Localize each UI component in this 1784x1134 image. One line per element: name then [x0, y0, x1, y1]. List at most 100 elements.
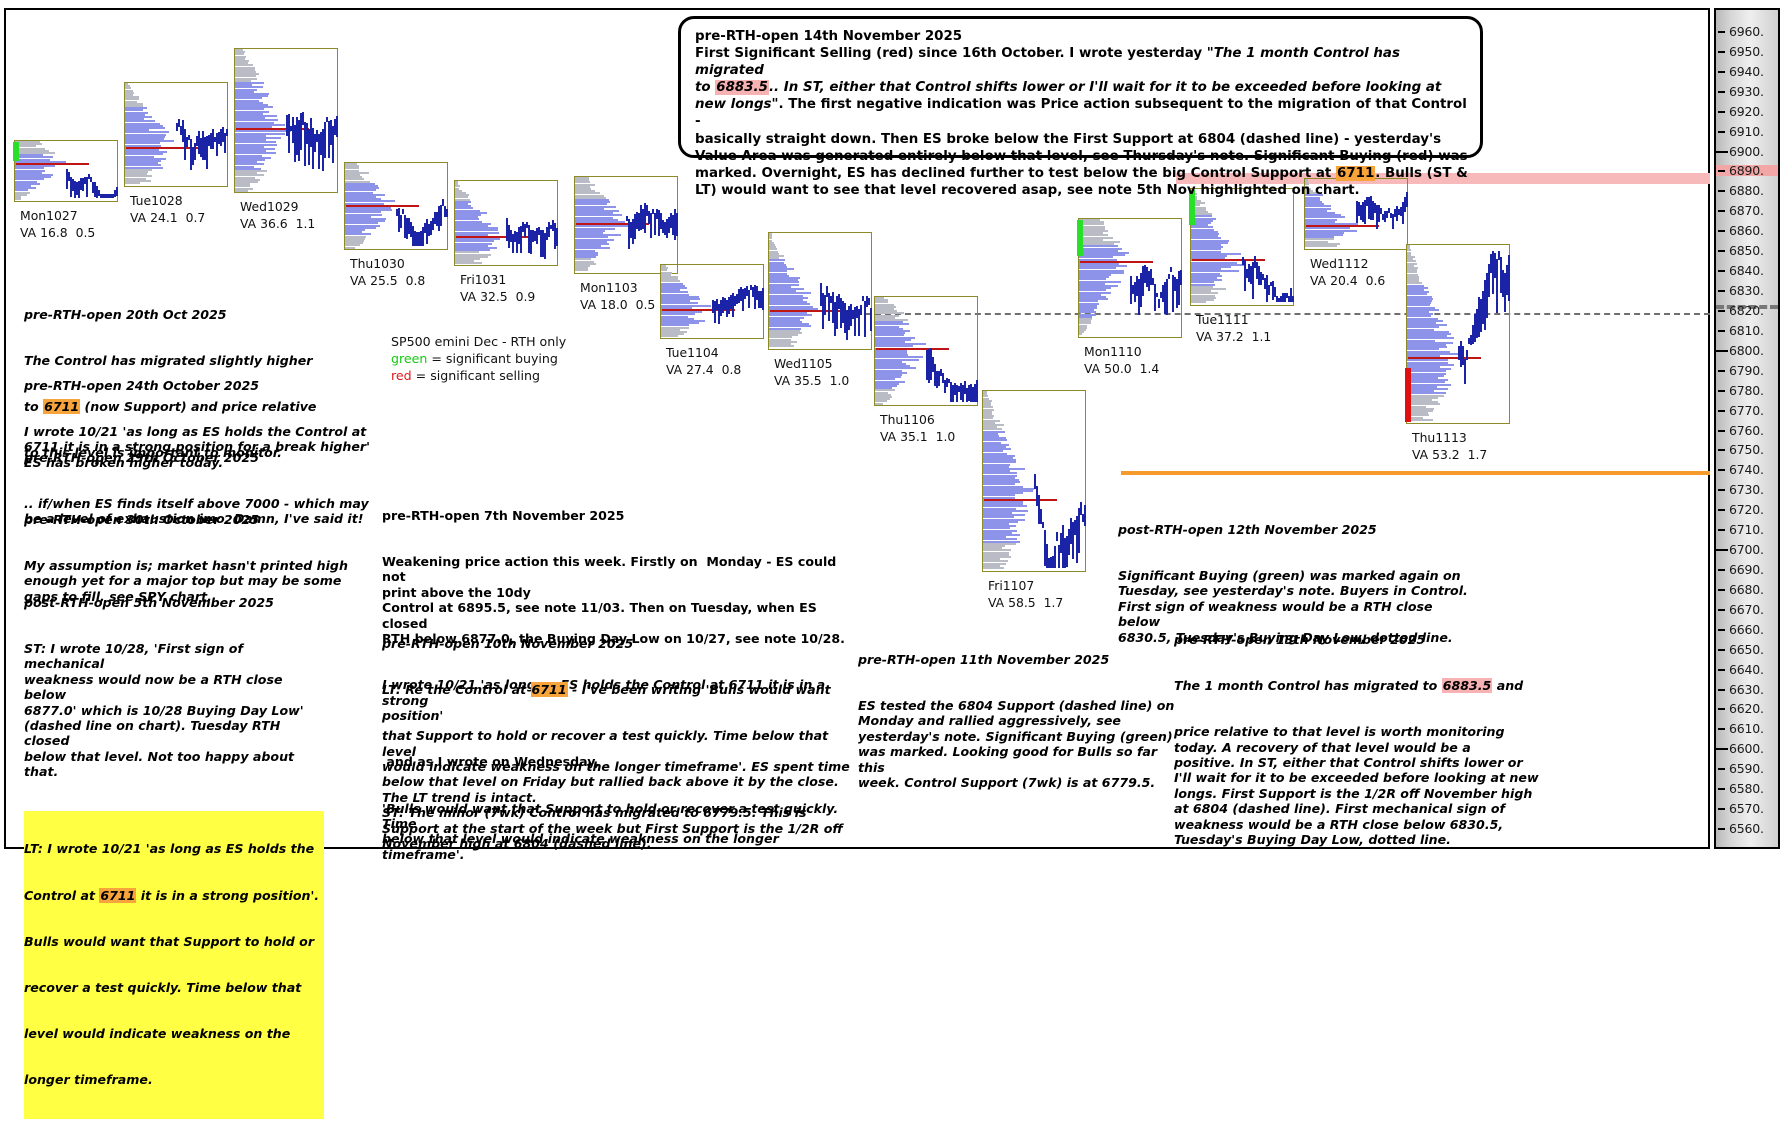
note-nov05-hl-l6: longer timeframe. [24, 1072, 153, 1088]
callout-box-14th-november: pre-RTH-open 14th November 2025 First Si… [678, 16, 1483, 198]
note-nov10-l1-a: LT: Re the Control at [382, 682, 531, 698]
session-box [454, 180, 558, 266]
note-nov05-hl-l1: LT: I wrote 10/21 'as long as ES holds t… [24, 841, 315, 857]
note-oct20-heading: pre-RTH-open 20th Oct 2025 [24, 306, 227, 322]
note-oct20: pre-RTH-open 20th Oct 2025 The Control h… [24, 276, 354, 492]
session-box [768, 232, 872, 350]
legend-green-word: green [391, 351, 428, 366]
volume-profile [1079, 219, 1137, 337]
price-bars [712, 266, 766, 337]
chart-screenshot: Mon1027 VA 16.8 0.5 Tue1028 VA 24.1 0.7 We… [4, 8, 1780, 1119]
note-oct20-l3: to this level is important to monitor. [24, 445, 282, 461]
note-nov07-heading: pre-RTH-open 7th November 2025 [382, 507, 625, 523]
note-nov13-l1-a: The 1 month Control has migrated to [1174, 678, 1442, 694]
volume-profile [345, 163, 403, 249]
callout-l2-b: .. In ST, either that Control shifts low… [768, 80, 1442, 96]
note-oct29: pre-RTH-open 29th October 2025 .. if/whe… [24, 419, 374, 558]
callout-line-5: Value Area was generated entirely below … [695, 148, 1468, 164]
note-oct30: pre-RTH-open 30th October 2025 My assump… [24, 481, 374, 635]
callout-l2-a: to [695, 80, 716, 96]
session-label: Thu1113 VA 53.2 1.7 [1412, 430, 1488, 462]
session-box [1190, 188, 1294, 306]
note-oct24: pre-RTH-open 24th October 2025 I wrote 1… [24, 347, 374, 501]
note-nov05-hl-l2-b: it is in a strong position'. [136, 887, 320, 903]
poc-line [770, 310, 843, 312]
session-label: Fri1107 VA 58.5 1.7 [988, 578, 1064, 610]
note-nov13-heading: pre-RTH-open 13th November 2025 [1174, 631, 1426, 647]
price-bars [176, 84, 230, 185]
note-nov11: pre-RTH-open 11th November 2025 ES teste… [858, 621, 1188, 821]
volume-profile [235, 49, 293, 192]
session-label: Tue1028 VA 24.1 0.7 [130, 193, 206, 225]
callout-l1-plain: First Significant Selling (red) since 16… [695, 46, 1214, 62]
session-box [1406, 244, 1510, 424]
poc-line [456, 236, 529, 238]
session-label: Wed1112 VA 20.4 0.6 [1310, 256, 1386, 288]
note-oct29-heading: pre-RTH-open 29th October 2025 [24, 449, 259, 465]
chart-legend: SP500 emini Dec - RTH only green = signi… [391, 333, 566, 384]
note-nov10-l1: LT: Re the Control at 6711 - I've been w… [382, 682, 852, 698]
poc-line [1192, 259, 1265, 262]
note-nov07-plain-b: and as I wrote on Wednesday, [382, 754, 600, 770]
poc-line [1080, 260, 1153, 263]
volume-profile [125, 83, 183, 186]
callout-l6-highlight-6711: 6711 [1336, 165, 1376, 181]
poc-line [576, 223, 649, 226]
session-label: Wed1105 VA 35.5 1.0 [774, 356, 850, 388]
price-bars [506, 182, 560, 264]
legend-green-row: green = significant buying [391, 350, 566, 367]
price-bars [626, 178, 680, 272]
poc-line [236, 128, 309, 131]
callout-l6-a: marked. Overnight, ES has declined furth… [695, 165, 1336, 181]
session-box [874, 296, 978, 406]
price-bars [820, 234, 874, 348]
note-nov05-body: ST: I wrote 10/28, 'First sign of mechan… [24, 641, 304, 780]
chart-plot-area: Mon1027 VA 16.8 0.5 Tue1028 VA 24.1 0.7 We… [4, 8, 1710, 1119]
price-bars [926, 298, 980, 404]
price-bars [66, 142, 120, 200]
note-oct24-heading: pre-RTH-open 24th October 2025 [24, 377, 259, 393]
note-nov10-l1-b: - I've been writing 'Bulls would want [567, 682, 831, 698]
session-label: Wed1029 VA 36.6 1.1 [240, 199, 316, 231]
note-nov13-highlight-6883: 6883.5 [1441, 678, 1493, 694]
note-oct30-heading: pre-RTH-open 30th October 2025 [24, 511, 259, 527]
price-axis[interactable]: 6960. 6950. 6940. 6930. 6920. 6910. 6900. 6890.… [1714, 8, 1780, 849]
callout-line-1: First Significant Selling (red) since 16… [695, 45, 1468, 79]
callout-l2-highlight-6883: 6883.5 [715, 80, 769, 96]
callout-heading: pre-RTH-open 14th November 2025 [695, 29, 963, 44]
session-label: Tue1111 VA 37.2 1.1 [1196, 312, 1272, 344]
note-nov05: post-RTH-open 5th November 2025 ST: I wr… [24, 564, 324, 1134]
callout-line-2: to 6883.5.. In ST, either that Control s… [695, 79, 1468, 96]
note-nov10-body: that Support to hold or recover a test q… [382, 728, 850, 852]
price-bars [1458, 246, 1512, 422]
legend-green-desc: = significant buying [427, 351, 558, 366]
note-nov05-hl-l2-a: Control at [24, 887, 100, 903]
session-label: Thu1106 VA 35.1 1.0 [880, 412, 956, 444]
note-oct30-body: My assumption is; market hasn't printed … [24, 558, 348, 604]
callout-l6-b: . Bulls (ST & [1375, 165, 1468, 181]
price-bars [396, 164, 450, 248]
poc-line [1408, 357, 1481, 360]
poc-line [876, 347, 949, 350]
volume-profile [1305, 179, 1363, 249]
price-bars [1242, 190, 1296, 304]
note-oct24-body: I wrote 10/21 'as long as ES holds the C… [24, 424, 370, 470]
session-box [14, 140, 118, 202]
significant-selling-marker [1405, 368, 1411, 422]
note-nov11-body: ES tested the 6804 Support (dashed line)… [858, 698, 1175, 791]
callout-l3-italic: new longs" [695, 97, 779, 113]
note-oct20-l2: to 6711 (now Support) and price relative [24, 399, 354, 415]
callout-line-4: basically straight down. Then ES broke b… [695, 131, 1442, 147]
callout-line-3: new longs". The first negative indicatio… [695, 96, 1468, 130]
note-nov07-body: Weakening price action this week. Firstl… [382, 554, 845, 647]
session-label: Tue1104 VA 27.4 0.8 [666, 345, 742, 377]
session-label: Fri1031 VA 32.5 0.9 [460, 272, 536, 304]
volume-profile [1191, 189, 1249, 305]
note-nov05-hl-l4: recover a test quickly. Time below that [24, 979, 302, 995]
note-nov07-italic-c: 'Bulls would want that Support to hold o… [382, 800, 839, 862]
poc-line [984, 498, 1057, 501]
note-oct20-l2-b: (now Support) and price relative [80, 399, 317, 415]
volume-profile [983, 391, 1041, 571]
note-nov13-l1-b: and [1492, 678, 1524, 694]
note-oct29-body: .. if/when ES finds itself above 7000 - … [24, 496, 369, 527]
